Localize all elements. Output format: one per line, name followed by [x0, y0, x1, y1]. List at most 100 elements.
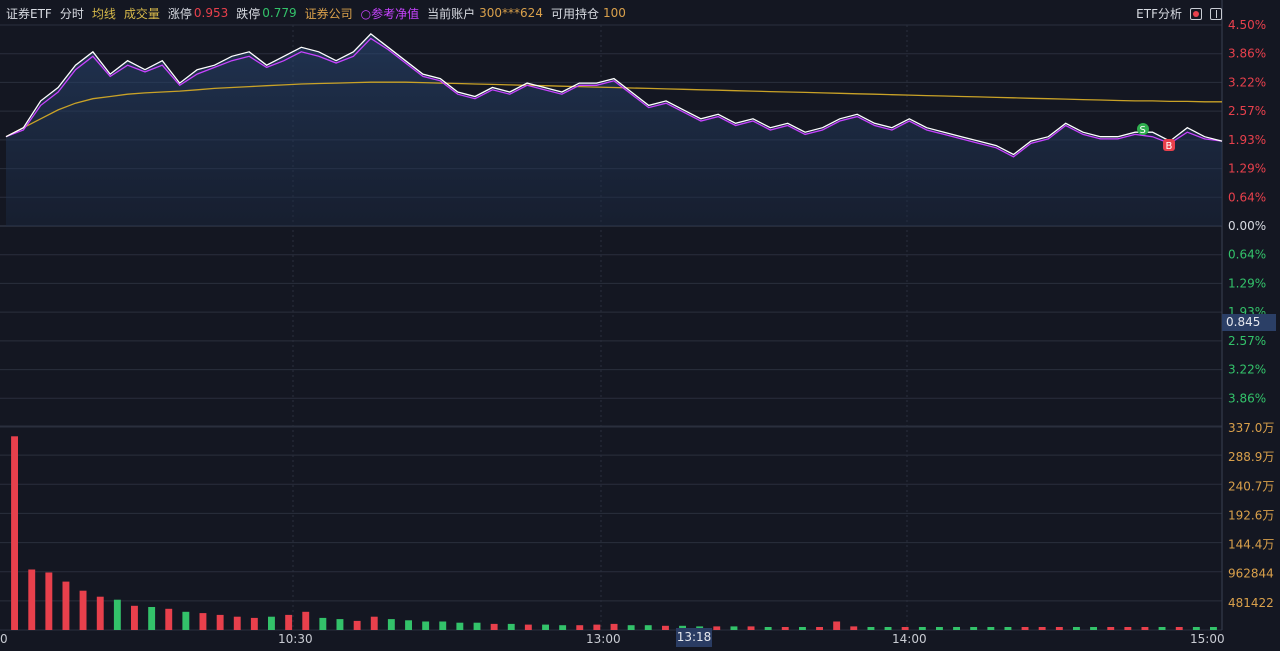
volume-bar	[662, 625, 669, 630]
crosshair-time: 13:18	[676, 628, 712, 647]
volume-bar	[627, 625, 635, 630]
volume-bar	[1004, 627, 1012, 630]
nav-line	[5, 37, 1223, 158]
volume-bar	[850, 626, 858, 630]
price-area-fill	[6, 33, 1222, 227]
volume-bar	[1210, 627, 1217, 630]
sector-link[interactable]: 证券公司	[304, 6, 353, 21]
volume-bar	[199, 613, 207, 630]
volume-bar	[439, 621, 447, 630]
volume-bar	[62, 581, 70, 630]
limit-down-label: 跌停	[236, 6, 261, 21]
trade-markers: SB	[1137, 123, 1175, 152]
time-axis-label: 13:00	[586, 632, 621, 646]
pct-label-zero: 0.00%	[1228, 219, 1266, 233]
pct-label-down: 2.57%	[1228, 334, 1266, 348]
volume-bar	[1124, 627, 1132, 630]
pct-label-up: 3.86%	[1228, 47, 1266, 61]
volume-bar	[610, 623, 618, 630]
time-axis-label: 14:00	[892, 632, 927, 646]
mode-tab[interactable]: 分时	[59, 6, 84, 21]
volume-bar	[45, 572, 53, 630]
volume-bar	[148, 607, 156, 630]
volume-bar	[113, 599, 121, 630]
volume-bar	[1141, 627, 1149, 630]
volume-bar	[336, 619, 344, 630]
volume-bar	[250, 617, 258, 630]
volume-bar	[816, 627, 823, 630]
layout-icon[interactable]	[1210, 7, 1222, 20]
sell-marker	[1137, 123, 1149, 135]
pct-label-up: 0.64%	[1228, 190, 1266, 204]
volume-bar	[918, 627, 926, 630]
volume-bar	[1073, 627, 1080, 630]
limit-down-value: 0.779	[262, 6, 297, 20]
volume-bar	[713, 626, 721, 630]
price-lines	[5, 33, 1223, 158]
price-area	[6, 33, 1222, 227]
volume-bar	[473, 622, 481, 630]
pct-label-down: 0.64%	[1228, 248, 1266, 262]
time-axis-label: 0	[0, 632, 8, 646]
limit-up-label: 涨停	[167, 6, 192, 21]
volume-bars	[11, 436, 1217, 630]
pct-label-down: 3.22%	[1228, 363, 1266, 377]
volume-bar	[1158, 627, 1166, 630]
volume-bar	[456, 622, 464, 630]
volume-label[interactable]: 成交量	[123, 6, 160, 21]
volume-bar	[233, 616, 241, 630]
volume-bar	[302, 611, 310, 630]
volume-bar	[644, 625, 652, 630]
volume-bar	[679, 625, 686, 630]
volume-axis-label: 240.7万	[1228, 479, 1274, 493]
volume-axis-label: 192.6万	[1228, 508, 1274, 522]
pct-label-up: 1.29%	[1228, 162, 1266, 176]
nav-toggle[interactable]: ○参考净值	[360, 6, 420, 21]
volume-bar	[901, 627, 909, 630]
pct-label-up: 1.93%	[1228, 133, 1266, 147]
volume-axis-label: 337.0万	[1228, 421, 1274, 435]
holding-value: 100	[602, 6, 626, 20]
sell-marker-label: S	[1140, 125, 1146, 136]
account-value: 300***624	[479, 6, 543, 20]
volume-bar	[387, 619, 395, 630]
pct-label-up: 3.22%	[1228, 75, 1266, 89]
account-label: 当前账户	[427, 6, 476, 21]
volume-bar	[490, 623, 498, 630]
volume-bar	[987, 627, 995, 630]
avg-line-label[interactable]: 均线	[91, 6, 116, 21]
volume-bar	[507, 623, 515, 630]
volume-bar	[1038, 627, 1046, 630]
volume-bar	[747, 626, 755, 630]
pct-label-down: 1.29%	[1228, 276, 1266, 290]
volume-bar	[1021, 627, 1029, 630]
volume-bar	[216, 614, 224, 630]
pct-label-down: 3.86%	[1228, 391, 1266, 405]
time-axis-label: 10:30	[278, 632, 313, 646]
volume-bar	[970, 627, 978, 630]
volume-bar	[1192, 627, 1200, 630]
volume-bar	[1055, 627, 1063, 630]
volume-bar	[764, 627, 772, 630]
volume-axis-label: 144.4万	[1228, 538, 1274, 552]
volume-bar	[131, 605, 138, 630]
volume-bar	[936, 627, 943, 630]
avg-line	[5, 81, 1222, 138]
etf-analysis-button[interactable]: ETF分析	[1136, 7, 1182, 21]
security-title: 证券ETF	[6, 6, 52, 21]
volume-bar	[268, 616, 275, 630]
settings-icon[interactable]	[1190, 7, 1202, 20]
volume-bar	[405, 620, 412, 630]
volume-bar	[884, 627, 892, 630]
volume-axis-label: 288.9万	[1228, 450, 1274, 464]
volume-bar	[730, 626, 738, 630]
volume-axis-labels: 337.0万 288.9万 240.7万 192.6万 144.4万 962844 4814…	[1228, 421, 1274, 610]
volume-bar	[79, 590, 87, 630]
pct-label-up: 2.57%	[1228, 104, 1266, 118]
holding-label: 可用持仓	[550, 6, 599, 21]
volume-bar	[96, 596, 104, 630]
volume-bar	[781, 627, 789, 630]
volume-axis-label: 962844	[1228, 567, 1274, 581]
volume-bar	[799, 627, 806, 630]
